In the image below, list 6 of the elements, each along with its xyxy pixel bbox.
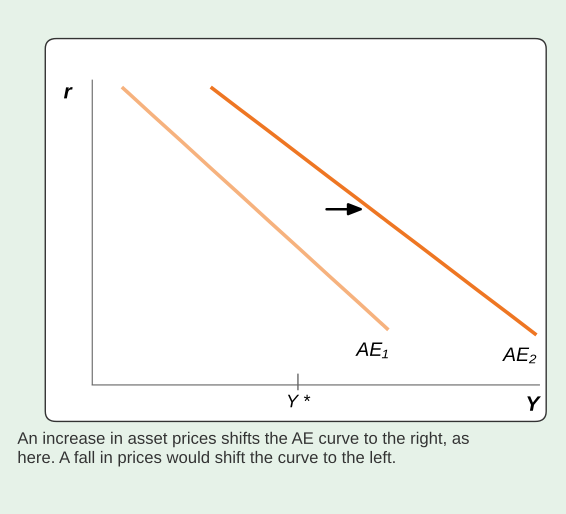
series-label: AE₂ bbox=[502, 348, 536, 364]
y-axis-title: r bbox=[64, 87, 73, 98]
text: Y * bbox=[288, 394, 310, 408]
x-axis-title: Y bbox=[527, 396, 541, 411]
text: An increase in asset prices shifts the AE curve to the right, as here. A fall in prices would shift the curve to the left. bbox=[17, 432, 469, 466]
series-label: AE₁ bbox=[355, 342, 388, 358]
